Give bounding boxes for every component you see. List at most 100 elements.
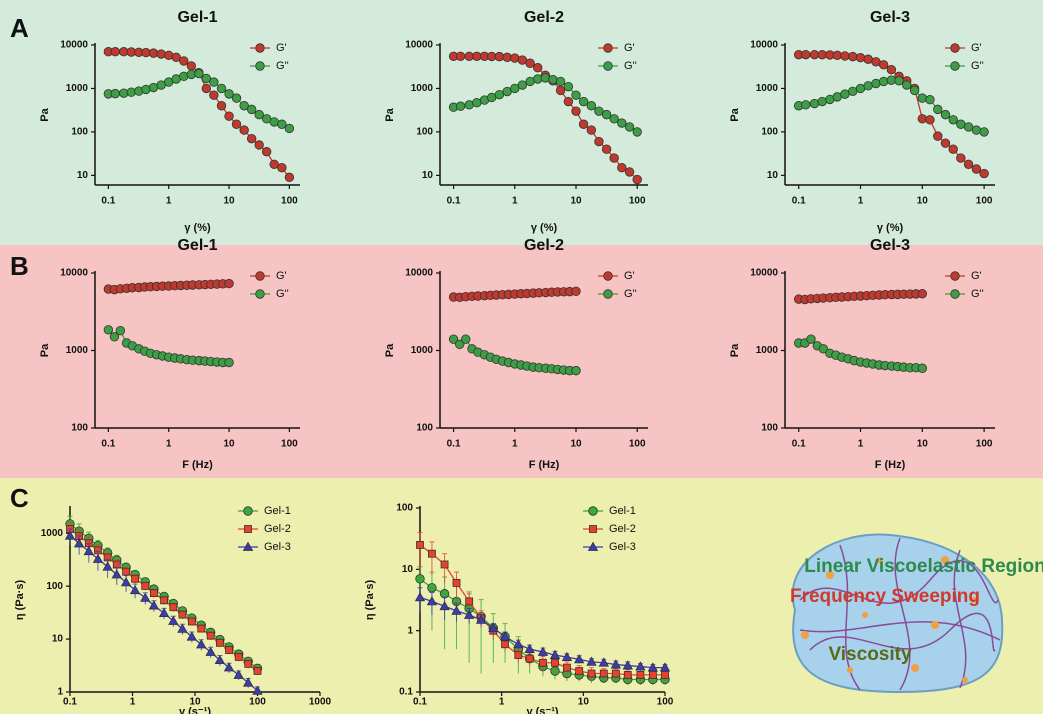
marker bbox=[111, 569, 122, 579]
marker bbox=[168, 615, 179, 625]
y-tick-label: 10000 bbox=[60, 40, 88, 51]
chart: Gel-2 0.1 1 10 100 100 1000 10000 F (Hz) Pa G' G'' bbox=[384, 237, 648, 471]
x-axis-label: γ (s⁻¹) bbox=[526, 706, 558, 714]
marker bbox=[623, 671, 632, 679]
marker bbox=[244, 659, 253, 668]
gel-blob bbox=[791, 533, 1004, 694]
legend-marker bbox=[242, 541, 254, 551]
gel-diagram: Linear Viscoelastic Region Frequency Swe… bbox=[790, 533, 1043, 694]
legend-marker bbox=[255, 271, 265, 281]
legend-label: G' bbox=[624, 42, 635, 54]
y-tick-label: 10000 bbox=[405, 40, 433, 51]
marker bbox=[801, 100, 811, 110]
marker bbox=[575, 667, 584, 675]
marker bbox=[284, 172, 295, 183]
marker bbox=[636, 671, 645, 679]
x-axis-label: γ (%) bbox=[877, 222, 904, 234]
marker bbox=[455, 101, 466, 111]
y-tick-label: 100 bbox=[416, 423, 433, 434]
legend-label: Gel-1 bbox=[609, 505, 636, 517]
marker bbox=[956, 153, 966, 163]
marker bbox=[243, 677, 254, 687]
marker bbox=[110, 47, 120, 57]
marker bbox=[574, 654, 585, 664]
marker bbox=[169, 603, 178, 612]
legend-label: G'' bbox=[971, 60, 984, 72]
y-tick-label: 100 bbox=[416, 127, 433, 138]
marker bbox=[246, 133, 257, 144]
marker bbox=[878, 76, 889, 87]
marker bbox=[587, 669, 596, 678]
marker bbox=[269, 159, 279, 169]
marker bbox=[599, 669, 608, 678]
legend-marker bbox=[603, 43, 613, 53]
legend-label: Gel-3 bbox=[264, 541, 291, 553]
marker bbox=[517, 55, 528, 65]
marker bbox=[463, 609, 475, 619]
marker bbox=[110, 88, 120, 99]
marker bbox=[609, 114, 619, 124]
marker bbox=[103, 325, 114, 335]
marker bbox=[809, 49, 820, 60]
marker bbox=[940, 138, 951, 148]
marker bbox=[148, 600, 160, 610]
marker bbox=[594, 106, 604, 116]
y-tick-label: 1 bbox=[57, 687, 63, 698]
marker bbox=[917, 289, 928, 299]
marker bbox=[216, 101, 227, 111]
marker bbox=[261, 147, 272, 157]
marker bbox=[555, 76, 566, 87]
marker bbox=[201, 73, 212, 84]
legend-marker bbox=[588, 506, 598, 516]
y-tick-label: 100 bbox=[761, 423, 778, 434]
marker bbox=[878, 60, 889, 70]
x-tick-label: 10 bbox=[578, 697, 590, 708]
x-tick-label: 100 bbox=[629, 439, 646, 450]
marker bbox=[234, 653, 243, 661]
marker bbox=[73, 538, 85, 548]
marker bbox=[561, 651, 573, 662]
chart-title: Gel-3 bbox=[870, 9, 910, 26]
marker bbox=[140, 592, 151, 602]
marker bbox=[452, 579, 461, 587]
marker bbox=[510, 83, 520, 94]
marker bbox=[533, 74, 543, 84]
marker bbox=[956, 119, 966, 129]
y-tick-label: 10 bbox=[77, 170, 89, 181]
legend-label: G' bbox=[276, 42, 287, 54]
x-tick-label: 1 bbox=[166, 196, 172, 207]
marker bbox=[971, 164, 982, 174]
marker bbox=[231, 93, 242, 103]
x-tick-label: 10 bbox=[917, 439, 929, 450]
marker bbox=[863, 54, 873, 64]
marker bbox=[455, 339, 465, 350]
marker bbox=[475, 614, 487, 624]
marker bbox=[494, 51, 505, 62]
x-tick-label: 10 bbox=[223, 439, 235, 450]
marker bbox=[563, 663, 571, 672]
marker bbox=[205, 646, 216, 656]
y-tick-label: 10000 bbox=[60, 268, 88, 279]
marker bbox=[252, 685, 263, 695]
legend-label: G'' bbox=[971, 288, 984, 300]
y-tick-label: 1000 bbox=[66, 345, 89, 356]
marker bbox=[194, 68, 204, 79]
x-axis-label: γ (%) bbox=[184, 222, 211, 234]
y-tick-label: 10 bbox=[402, 564, 414, 575]
legend-marker bbox=[603, 289, 613, 299]
marker bbox=[971, 125, 982, 135]
marker bbox=[461, 334, 471, 344]
marker bbox=[214, 654, 226, 665]
marker bbox=[598, 657, 609, 667]
marker bbox=[197, 624, 206, 633]
legend-label: Gel-1 bbox=[264, 505, 291, 517]
marker bbox=[601, 109, 612, 120]
x-tick-label: 100 bbox=[249, 697, 266, 708]
chart-title: Gel-3 bbox=[870, 237, 910, 254]
marker bbox=[551, 658, 559, 667]
marker bbox=[571, 90, 581, 100]
marker bbox=[979, 127, 989, 137]
chart: Gel-2 0.1 1 10 100 10 100 1000 10000 γ (%) Pa G' G'' bbox=[384, 9, 648, 234]
legend-marker bbox=[255, 289, 265, 299]
marker bbox=[209, 90, 219, 100]
